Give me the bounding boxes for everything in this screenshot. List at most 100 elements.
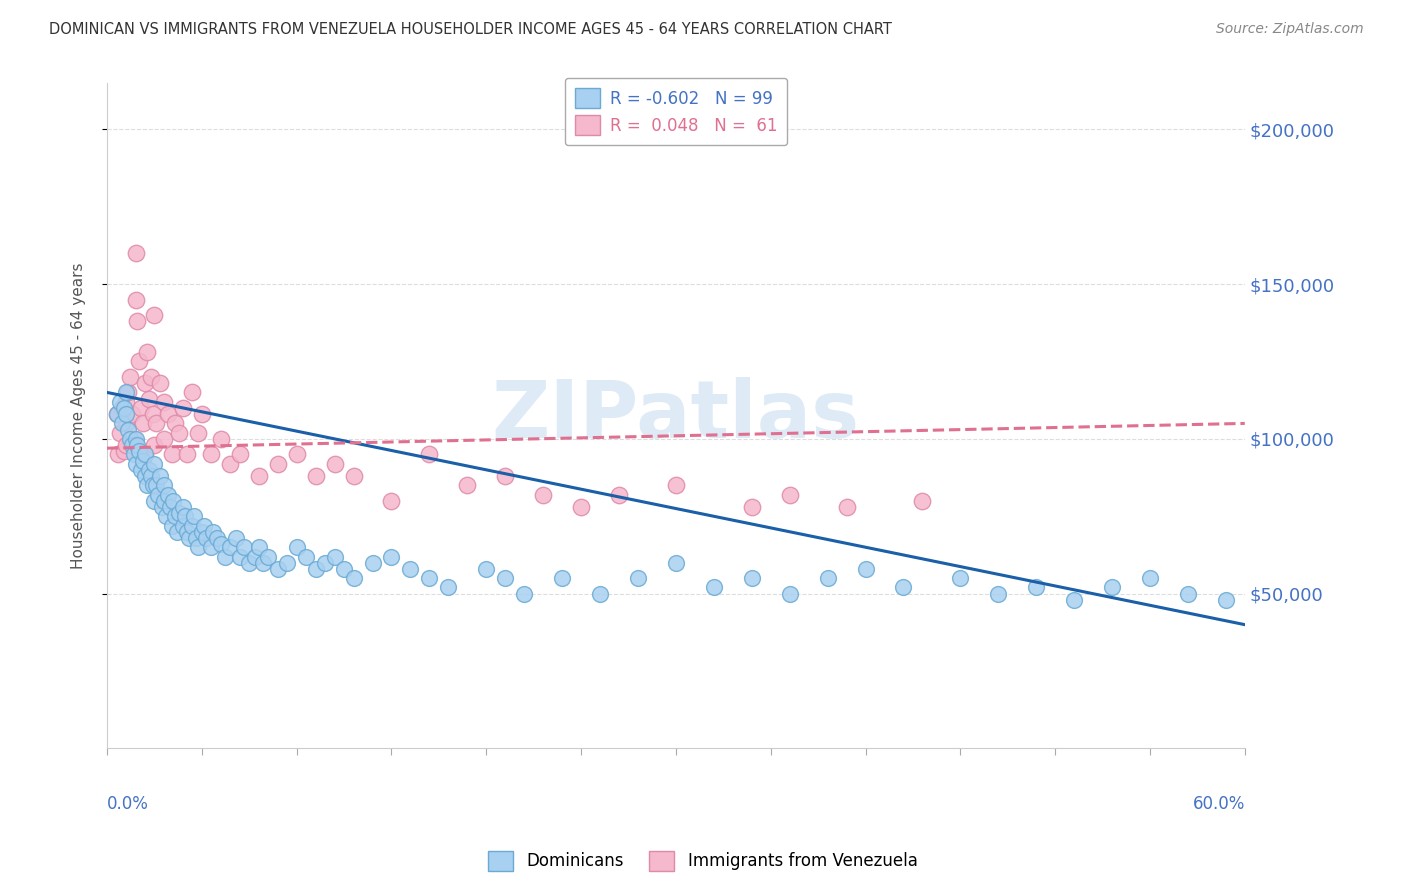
- Point: [194, 531, 217, 545]
- Point: [1215, 593, 1237, 607]
- Point: [143, 438, 166, 452]
- Point: [153, 493, 176, 508]
- Point: [238, 556, 260, 570]
- Point: [779, 587, 801, 601]
- Point: [314, 556, 336, 570]
- Point: [243, 549, 266, 564]
- Point: [229, 447, 252, 461]
- Point: [176, 524, 198, 539]
- Point: [176, 447, 198, 461]
- Legend: Dominicans, Immigrants from Venezuela: Dominicans, Immigrants from Venezuela: [479, 842, 927, 880]
- Point: [172, 500, 194, 514]
- Point: [115, 407, 138, 421]
- Point: [267, 457, 290, 471]
- Point: [257, 549, 280, 564]
- Point: [202, 524, 225, 539]
- Point: [193, 518, 215, 533]
- Point: [145, 478, 167, 492]
- Point: [285, 540, 308, 554]
- Point: [112, 401, 135, 415]
- Point: [342, 469, 364, 483]
- Point: [494, 571, 516, 585]
- Point: [531, 487, 554, 501]
- Point: [589, 587, 612, 601]
- Point: [156, 487, 179, 501]
- Point: [911, 493, 934, 508]
- Text: 0.0%: 0.0%: [107, 795, 149, 814]
- Point: [380, 493, 402, 508]
- Point: [165, 509, 187, 524]
- Point: [187, 425, 209, 440]
- Point: [855, 562, 877, 576]
- Point: [172, 401, 194, 415]
- Point: [1063, 593, 1085, 607]
- Point: [115, 417, 138, 431]
- Point: [122, 432, 145, 446]
- Point: [111, 417, 134, 431]
- Point: [209, 432, 232, 446]
- Point: [124, 457, 146, 471]
- Point: [418, 447, 440, 461]
- Point: [1025, 581, 1047, 595]
- Point: [132, 453, 155, 467]
- Point: [183, 509, 205, 524]
- Point: [276, 556, 298, 570]
- Point: [191, 524, 214, 539]
- Point: [138, 463, 160, 477]
- Point: [456, 478, 478, 492]
- Point: [181, 518, 204, 533]
- Point: [150, 500, 173, 514]
- Text: Source: ZipAtlas.com: Source: ZipAtlas.com: [1216, 22, 1364, 37]
- Point: [166, 524, 188, 539]
- Point: [115, 385, 138, 400]
- Point: [110, 425, 132, 440]
- Point: [111, 401, 134, 415]
- Point: [135, 345, 157, 359]
- Point: [399, 562, 422, 576]
- Y-axis label: Householder Income Ages 45 - 64 years: Householder Income Ages 45 - 64 years: [72, 262, 86, 569]
- Point: [551, 571, 574, 585]
- Point: [149, 469, 172, 483]
- Point: [665, 478, 688, 492]
- Point: [1139, 571, 1161, 585]
- Point: [160, 518, 183, 533]
- Point: [156, 407, 179, 421]
- Point: [134, 447, 156, 461]
- Point: [229, 549, 252, 564]
- Point: [117, 423, 139, 437]
- Point: [569, 500, 592, 514]
- Point: [200, 540, 222, 554]
- Point: [475, 562, 498, 576]
- Point: [173, 509, 195, 524]
- Text: ZIPatlas: ZIPatlas: [492, 376, 860, 455]
- Point: [129, 401, 152, 415]
- Point: [305, 469, 328, 483]
- Point: [247, 469, 270, 483]
- Point: [155, 509, 177, 524]
- Point: [779, 487, 801, 501]
- Point: [110, 394, 132, 409]
- Point: [209, 537, 232, 551]
- Point: [295, 549, 318, 564]
- Point: [128, 354, 150, 368]
- Point: [160, 447, 183, 461]
- Point: [200, 447, 222, 461]
- Point: [148, 487, 170, 501]
- Point: [252, 556, 274, 570]
- Point: [124, 246, 146, 260]
- Point: [835, 500, 858, 514]
- Point: [159, 500, 181, 514]
- Point: [142, 478, 165, 492]
- Point: [342, 571, 364, 585]
- Point: [167, 425, 190, 440]
- Point: [149, 376, 172, 391]
- Point: [143, 493, 166, 508]
- Point: [128, 444, 150, 458]
- Point: [142, 407, 165, 421]
- Point: [172, 518, 194, 533]
- Point: [191, 407, 214, 421]
- Point: [741, 571, 763, 585]
- Point: [117, 385, 139, 400]
- Point: [124, 432, 146, 446]
- Point: [285, 447, 308, 461]
